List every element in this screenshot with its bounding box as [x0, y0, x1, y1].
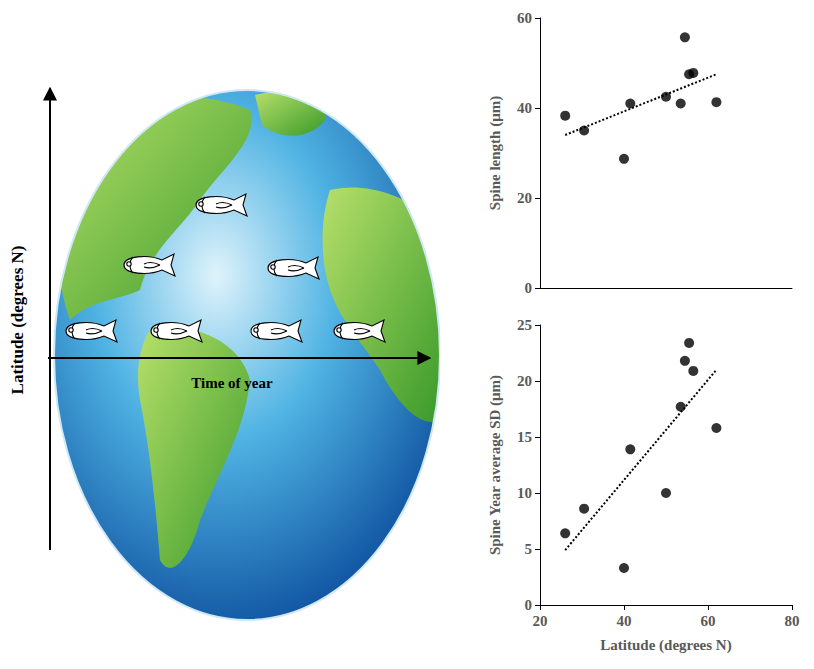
svg-text:20: 20 [517, 373, 532, 389]
svg-text:15: 15 [517, 429, 532, 445]
svg-text:Spine Year average SD (μm): Spine Year average SD (μm) [487, 375, 504, 555]
svg-text:Spine length (μm): Spine length (μm) [487, 96, 504, 210]
svg-text:20: 20 [533, 613, 548, 629]
svg-text:60: 60 [517, 10, 532, 26]
svg-text:20: 20 [517, 190, 532, 206]
svg-text:0: 0 [525, 280, 533, 296]
svg-text:80: 80 [785, 613, 800, 629]
svg-text:Latitude (degrees N): Latitude (degrees N) [600, 637, 731, 654]
svg-text:Latitude (degrees N): Latitude (degrees N) [8, 246, 27, 395]
svg-text:10: 10 [517, 485, 532, 501]
svg-text:60: 60 [701, 613, 716, 629]
svg-text:40: 40 [617, 613, 632, 629]
svg-text:0: 0 [525, 597, 533, 613]
svg-text:Time of year: Time of year [191, 375, 273, 391]
svg-text:5: 5 [525, 541, 533, 557]
svg-text:40: 40 [517, 100, 532, 116]
svg-text:25: 25 [517, 317, 532, 333]
